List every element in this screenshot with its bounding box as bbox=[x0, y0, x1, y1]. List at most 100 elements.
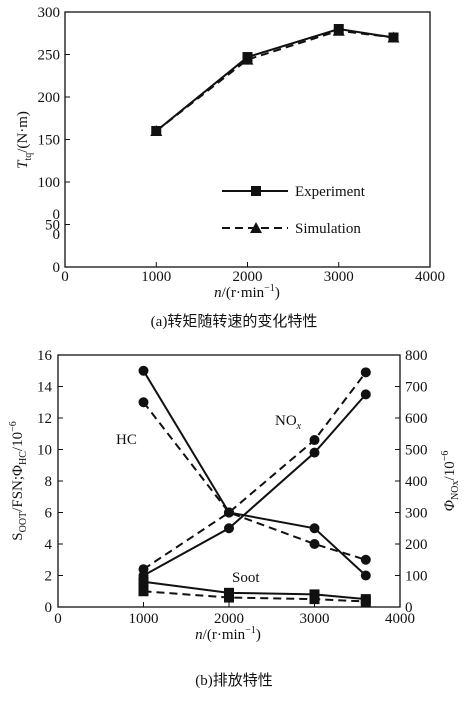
chart-b-x-label-var: n bbox=[195, 627, 203, 643]
chart-b-x-label-close: ) bbox=[256, 627, 261, 643]
chart-b-x-axis-label: n/(r·min−1) bbox=[195, 625, 261, 643]
series-nox-solid-point bbox=[224, 523, 234, 534]
chart-b-caption: (b)排放特性 bbox=[195, 672, 273, 689]
y-tick-label: 150 bbox=[38, 133, 61, 149]
chart-a-plot-frame bbox=[64, 11, 431, 268]
x-tick-label: 0 bbox=[61, 269, 69, 285]
y-tick-label: 200 bbox=[405, 537, 428, 553]
series-hc-dashed-point bbox=[309, 539, 320, 549]
x-tick-label: 1000 bbox=[141, 269, 171, 285]
series-hc-solid-point bbox=[138, 365, 149, 376]
chart-b-right-y-axis-label: ΦNOx/10−6 bbox=[440, 451, 461, 512]
chart-b-x-ticks: 0 1000 2000 3000 4000 bbox=[54, 602, 415, 627]
series-nox-dashed-point bbox=[138, 564, 149, 575]
y-tick-label: 0 bbox=[45, 600, 53, 616]
series-simulation-dashed-point bbox=[387, 31, 400, 43]
y-tick-label: 250 bbox=[38, 48, 61, 64]
chart-a-x-label-var: n bbox=[214, 285, 222, 301]
series-simulation-dashed-point bbox=[241, 53, 254, 65]
chart-a-x-ticks: 0 1000 2000 3000 4000 bbox=[61, 262, 445, 285]
chart-b-plot-frame bbox=[57, 354, 401, 608]
x-tick-label: 2000 bbox=[214, 611, 244, 627]
chart-a-caption: (a)转矩随转速的变化特性 bbox=[151, 313, 318, 330]
series-soot-dashed-point bbox=[360, 596, 371, 607]
annotation-soot: Soot bbox=[232, 570, 260, 586]
chart-b-left-y-axis-label: SOOT/FSN;ΦHC/10−6 bbox=[8, 421, 29, 540]
series-soot-dashed-line bbox=[143, 590, 366, 603]
chart-a-y-label-unit: /(N·m) bbox=[15, 111, 31, 153]
y-tick-label: 0 bbox=[53, 260, 61, 276]
series-nox-dashed-line bbox=[142, 371, 367, 571]
series-nox-dashed-point bbox=[360, 367, 371, 378]
chart-a-extra-y-label: 0 bbox=[53, 207, 61, 223]
x-tick-label: 4000 bbox=[385, 611, 415, 627]
y-tick-label: 100 bbox=[38, 175, 61, 191]
annotation-nox: NOx bbox=[275, 413, 302, 432]
chart-b-x-label-sup: −1 bbox=[245, 625, 256, 636]
y-tick-label: 400 bbox=[405, 474, 428, 490]
x-tick-label: 3000 bbox=[300, 611, 330, 627]
series-nox-solid-point bbox=[309, 447, 320, 458]
y-tick-label: 500 bbox=[405, 443, 428, 459]
y-tick-label: 16 bbox=[37, 348, 53, 364]
series-simulation-dashed-point bbox=[150, 125, 163, 136]
series-soot-dashed-point bbox=[309, 594, 320, 605]
y-tick-label: 4 bbox=[45, 537, 53, 553]
series-nox-dashed-point bbox=[309, 435, 320, 446]
series-simulation-dashed-line bbox=[155, 29, 394, 132]
series-soot-dashed-point bbox=[224, 592, 234, 603]
right-label-phi-sub: NOx bbox=[450, 480, 461, 499]
right-label-phi: Φ bbox=[442, 499, 458, 511]
y-tick-label: 100 bbox=[405, 569, 428, 585]
y-tick-label: 200 bbox=[38, 90, 61, 106]
legend-simulation-label: Simulation bbox=[295, 221, 361, 237]
left-label-phi: Φ bbox=[10, 465, 26, 476]
y-tick-label: 300 bbox=[38, 5, 61, 21]
y-tick-label: 600 bbox=[405, 411, 428, 427]
chart-b: 0 1000 2000 3000 4000 0 2 4 6 8 10 12 14 16 0 100 200 3… bbox=[8, 348, 461, 689]
series-hc-solid-line bbox=[142, 370, 367, 577]
x-tick-label: 0 bbox=[54, 611, 62, 627]
chart-a-y-axis-label: Ttq/(N·m) bbox=[15, 111, 34, 169]
y-tick-label: 300 bbox=[405, 506, 428, 522]
annotation-nox-sub: x bbox=[296, 421, 302, 432]
series-nox-solid-point bbox=[360, 389, 371, 400]
series-soot-solid-point bbox=[138, 576, 149, 587]
right-label-tail: /10 bbox=[442, 461, 458, 480]
left-label-s-sub: OOT bbox=[18, 512, 29, 533]
left-label-sup: −6 bbox=[8, 421, 19, 432]
annotation-nox-main: NO bbox=[275, 413, 297, 429]
chart-a-legend: Experiment Simulation bbox=[222, 184, 366, 237]
chart-b-right-y-ticks: 0 100 200 300 400 500 600 700 800 bbox=[395, 348, 428, 616]
y-tick-label: 14 bbox=[37, 380, 53, 396]
series-soot-dashed-point bbox=[138, 586, 149, 597]
y-tick-label: 800 bbox=[405, 348, 428, 364]
y-tick-label: 8 bbox=[45, 474, 53, 490]
series-hc-dashed-point bbox=[360, 554, 371, 565]
y-tick-label: 6 bbox=[45, 506, 53, 522]
legend-experiment-marker bbox=[251, 186, 261, 196]
series-nox-solid-line bbox=[143, 393, 367, 577]
series-hc-solid-point bbox=[360, 570, 371, 581]
chart-a-x-axis-label: n/(r·min−1) bbox=[214, 283, 280, 301]
chart-a-y-label-var: T bbox=[15, 159, 31, 169]
y-tick-label: 10 bbox=[37, 443, 52, 459]
legend-experiment-label: Experiment bbox=[295, 184, 366, 200]
series-experiment-solid-line bbox=[155, 27, 394, 132]
chart-b-x-label-unit: /(r·min bbox=[203, 627, 246, 643]
chart-a-x-label-close: ) bbox=[275, 285, 280, 301]
series-hc-dashed-line bbox=[142, 401, 367, 561]
annotation-hc: HC bbox=[116, 432, 137, 448]
chart-b-series bbox=[138, 365, 371, 607]
y-tick-label: 0 bbox=[405, 600, 413, 616]
left-label-tail: /10 bbox=[10, 432, 26, 451]
x-tick-label: 1000 bbox=[129, 611, 159, 627]
series-nox-dashed-point bbox=[224, 507, 234, 518]
chart-a-x-label-unit: /(r·min bbox=[222, 285, 265, 301]
legend-simulation-marker bbox=[250, 222, 262, 233]
chart-a-x-label-sup: −1 bbox=[264, 283, 275, 294]
x-tick-label: 4000 bbox=[415, 269, 445, 285]
x-tick-label: 3000 bbox=[324, 269, 354, 285]
